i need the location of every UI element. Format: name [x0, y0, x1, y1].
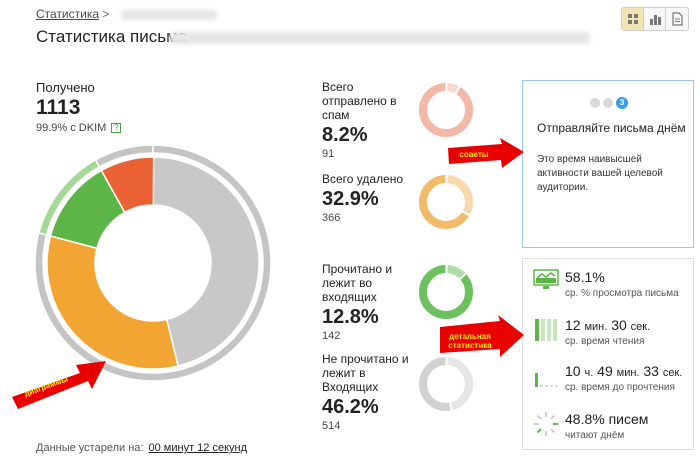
breadcrumb: Статистика > — [36, 7, 217, 21]
mini-donut-segment — [446, 264, 467, 280]
data-stale-note: Данные устарели на: 00 минут 12 секунд — [36, 442, 247, 454]
tip-pager: 3 — [590, 97, 628, 109]
received-label: Получено — [36, 80, 95, 95]
daytime-label: читают днём — [565, 430, 625, 441]
mini-donut-divider — [448, 401, 454, 412]
data-stale-label: Данные устарели на: — [36, 442, 144, 454]
data-stale-link[interactable]: 00 минут 12 секунд — [148, 442, 248, 454]
metric-deleted-value: 32.9% — [322, 188, 379, 210]
document-icon — [672, 12, 683, 26]
help-icon[interactable]: ? — [111, 123, 122, 134]
mini-donut-divider — [458, 272, 468, 281]
metric-spam: Всего отправлено в спам 8.2% 91 — [322, 80, 397, 160]
view-tiles-button[interactable] — [622, 8, 644, 30]
view-chart-button[interactable] — [644, 8, 666, 30]
mini-donut-divider — [454, 85, 462, 96]
read-time-label: ср. время чтения — [565, 336, 645, 347]
read-mini-donut — [419, 264, 473, 319]
metric-deleted: Всего удалено 32.9% 366 — [322, 172, 403, 224]
page-title: Статистика письма — [36, 27, 188, 46]
time-until-read-bars-icon — [535, 373, 558, 387]
tip-pager-dot[interactable] — [603, 98, 613, 108]
mini-donut-divider — [461, 210, 471, 217]
time-until-read-value: 10 ч. 49 мин. 33 сек. — [565, 363, 683, 379]
annotation-arrow-charts — [12, 361, 106, 409]
blurred-subject — [170, 32, 590, 44]
metric-deleted-count: 366 — [322, 212, 341, 224]
view-percent-value: 58.1% — [565, 269, 605, 285]
detail-time-until-read: 10 ч. 49 мин. 33 сек. ср. время до прочт… — [533, 363, 693, 403]
breadcrumb-separator: > — [102, 7, 110, 21]
tip-title: Отправляйте письма днём — [537, 121, 686, 135]
read-time-value: 12 мин. 30 сек. — [565, 317, 651, 333]
tip-pager-dot[interactable] — [590, 98, 600, 108]
metric-unread-inbox-label: Не прочитано и лежит в Входящих — [322, 352, 409, 394]
annotation-tips-text: советы — [459, 150, 489, 159]
annotation-details-text: детальная статистика — [448, 332, 492, 350]
metric-spam-count: 91 — [322, 148, 335, 160]
metric-unread-inbox-count: 514 — [322, 420, 341, 432]
mini-donut-ring — [419, 83, 473, 137]
received-value: 1113 — [36, 96, 81, 119]
view-document-button[interactable] — [666, 8, 688, 30]
tip-card: 3 Отправляйте письма днём Это время наив… — [522, 80, 694, 248]
tip-pager-dot-active[interactable]: 3 — [616, 97, 628, 109]
tiles-icon — [628, 14, 638, 24]
deleted-mini-donut — [419, 174, 474, 229]
bar-chart-icon — [650, 15, 661, 25]
daytime-value: 48.8% писем — [565, 411, 649, 427]
tip-text: Это время наивысшей активности вашей цел… — [537, 154, 663, 193]
breadcrumb-blurred-item — [120, 9, 217, 20]
donut-slice-spam — [100, 156, 155, 214]
annotation-arrow-tips — [448, 138, 524, 168]
time-until-read-label: ср. время до прочтения — [565, 382, 675, 393]
metric-deleted-label: Всего удалено — [322, 172, 404, 186]
detail-stats-panel: 58.1% ср. % просмотра письма 12 мин. 30 … — [522, 258, 694, 450]
unread-mini-donut — [419, 356, 474, 412]
donut-slice-read — [46, 235, 179, 370]
spam-mini-donut — [419, 82, 473, 137]
view-switch — [621, 7, 689, 31]
outer-ring — [34, 144, 272, 382]
detail-read-time: 12 мин. 30 сек. ср. время чтения — [533, 317, 693, 357]
read-time-bars-icon — [535, 319, 557, 341]
metric-unread-inbox-value: 46.2% — [322, 396, 379, 418]
detail-daytime-reading: 48.8% писем читают днём — [533, 411, 693, 451]
monitor-icon — [533, 269, 559, 289]
mini-donut-segment — [446, 174, 474, 216]
outer-ring-read-segment — [37, 158, 101, 236]
metric-unread-inbox: Не прочитано и лежит в Входящих 46.2% 514 — [322, 352, 409, 432]
metric-read-inbox-label: Прочитано и лежит во входящих — [322, 262, 393, 304]
metric-spam-value: 8.2% — [322, 124, 368, 146]
main-donut-chart — [34, 144, 272, 382]
metric-read-inbox-value: 12.8% — [322, 306, 379, 328]
view-percent-label: ср. % просмотра письма — [565, 288, 679, 299]
daytime-dial-icon — [534, 412, 558, 436]
metric-read-inbox-count: 142 — [322, 330, 341, 342]
donut-slice-unread — [152, 156, 260, 367]
mini-donut-segment — [446, 356, 474, 411]
dkim-note: 99.9% с DKIM ? — [36, 122, 122, 134]
metric-read-inbox: Прочитано и лежит во входящих 12.8% 142 — [322, 262, 392, 342]
metric-spam-label: Всего отправлено в спам — [322, 80, 397, 122]
breadcrumb-link-statistics[interactable]: Статистика — [36, 7, 100, 21]
annotation-arrow-details — [440, 315, 524, 357]
detail-view-percent: 58.1% ср. % просмотра письма — [533, 269, 693, 309]
dkim-text: 99.9% с DKIM — [36, 122, 107, 134]
